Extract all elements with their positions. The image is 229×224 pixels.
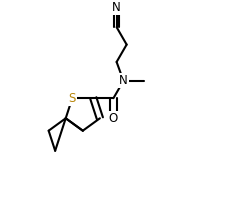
- Text: N: N: [119, 74, 128, 87]
- Text: S: S: [68, 92, 76, 105]
- Text: O: O: [109, 112, 118, 125]
- Text: N: N: [112, 1, 121, 14]
